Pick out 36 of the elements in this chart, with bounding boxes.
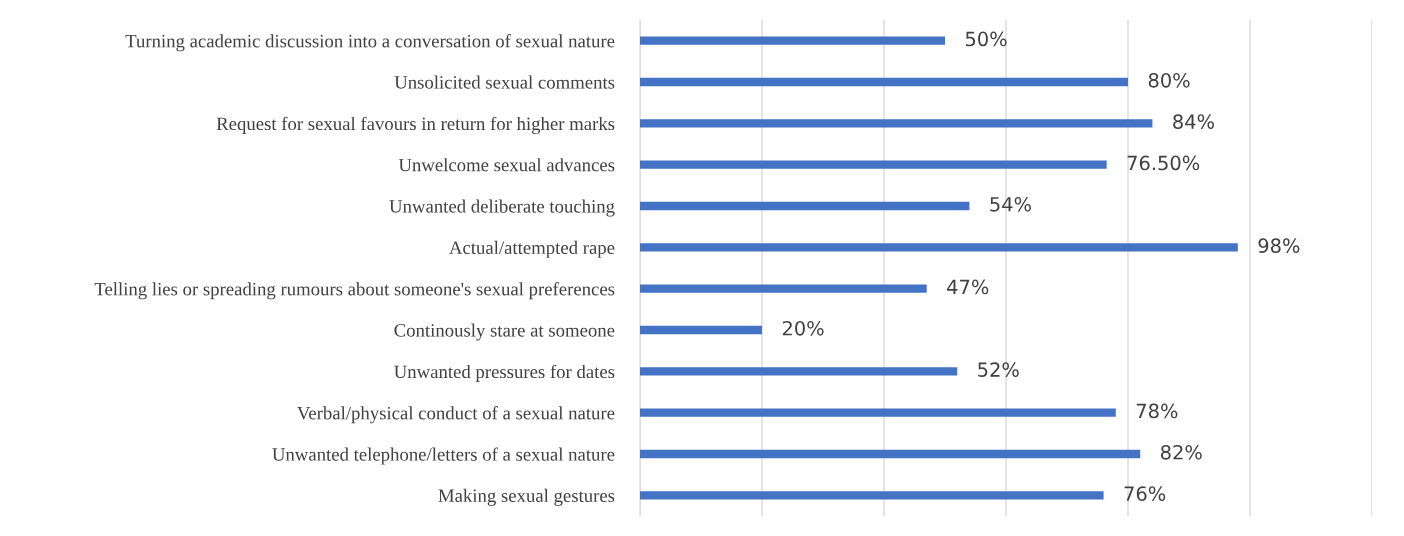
data-label: 50%	[965, 31, 1007, 47]
bar	[640, 243, 1238, 252]
y-tick-label: Unwelcome sexual advances	[398, 158, 615, 172]
bar	[640, 119, 1153, 128]
bar	[640, 491, 1104, 500]
y-tick-label: Unwanted deliberate touching	[389, 199, 615, 217]
y-tick-label: Actual/attempted rape	[449, 240, 615, 258]
y-tick-label: Unsolicited sexual comments	[394, 75, 615, 89]
data-label: 47%	[947, 279, 989, 295]
data-label: 76%	[1124, 486, 1166, 501]
data-label: 54%	[990, 196, 1031, 212]
data-label: 84%	[1173, 114, 1214, 129]
data-label: 98%	[1258, 238, 1300, 253]
data-label: 80%	[1148, 72, 1190, 88]
data-label: 82%	[1160, 444, 1202, 460]
data-label: 76.50%	[1127, 155, 1200, 171]
y-tick-label: Turning academic discussion into a conversation of sexual nature	[125, 34, 615, 52]
y-tick-label: Verbal/physical conduct of a sexual nature	[297, 406, 615, 424]
bar	[640, 325, 762, 335]
y-tick-label: Telling lies or spreading rumours about someone's sexual preferences	[94, 282, 615, 300]
bar	[640, 449, 1141, 459]
bar	[640, 36, 945, 45]
bar	[640, 367, 958, 376]
y-tick-label: Request for sexual favours in return for higher marks	[216, 116, 615, 134]
y-tick-label: Unwanted pressures for dates	[394, 364, 615, 382]
bar	[640, 77, 1128, 87]
bar	[640, 201, 970, 211]
bar	[640, 160, 1107, 169]
bar	[640, 408, 1116, 417]
data-label: 20%	[782, 320, 824, 336]
bar	[640, 284, 927, 293]
data-label: 52%	[978, 362, 1019, 377]
y-tick-label: Unwanted telephone/letters of a sexual nature	[272, 447, 615, 465]
y-tick-label: Making sexual gestures	[438, 488, 615, 506]
y-tick-label: Continously stare at someone	[394, 323, 615, 341]
data-label: 78%	[1136, 403, 1178, 419]
